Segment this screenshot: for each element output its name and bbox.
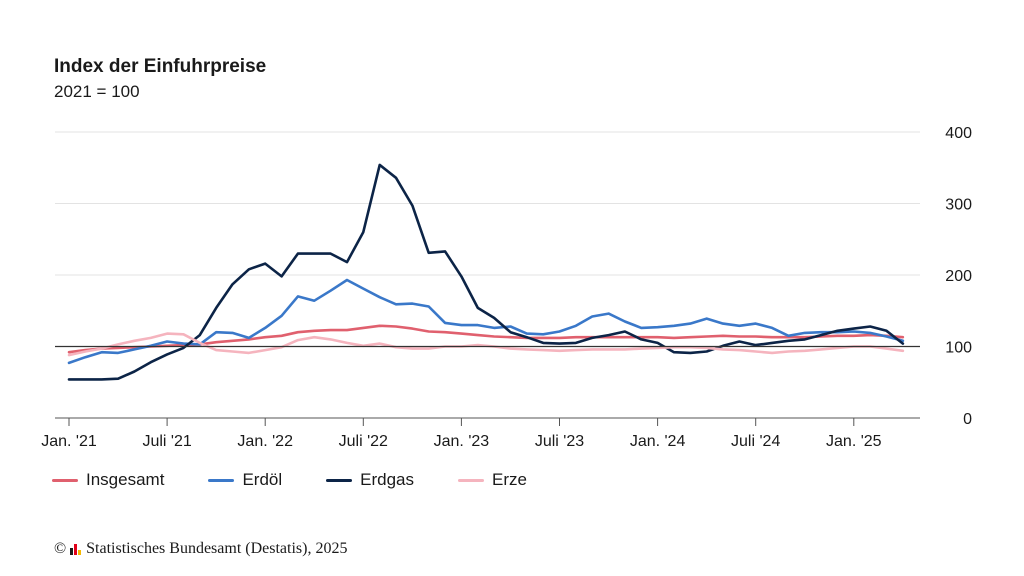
chart-legend: Insgesamt Erdöl Erdgas Erze bbox=[52, 470, 571, 490]
series-line-insgesamt bbox=[67, 324, 905, 354]
y-tick-label: 400 bbox=[945, 125, 972, 142]
axes: 0 100 200 300 400 Jan. '21 Juli '21 Jan. '22 Jul… bbox=[41, 125, 972, 450]
series-line-erdgas bbox=[67, 163, 905, 381]
legend-swatch bbox=[52, 478, 78, 482]
series-line-erdöl bbox=[67, 278, 905, 365]
legend-item: Erdöl bbox=[208, 470, 282, 490]
legend-label: Erdgas bbox=[360, 470, 414, 489]
legend-item: Erze bbox=[458, 470, 527, 490]
destatis-logo-icon bbox=[70, 543, 82, 555]
x-tick-label: Jan. '21 bbox=[41, 433, 97, 450]
grid-lines bbox=[55, 131, 920, 276]
x-tick-label: Juli '22 bbox=[339, 433, 388, 450]
x-tick-label: Juli '21 bbox=[142, 433, 191, 450]
legend-swatch bbox=[208, 478, 235, 482]
x-tick-label: Jan. '25 bbox=[826, 433, 882, 450]
legend-label: Erze bbox=[492, 470, 527, 489]
x-tick-label: Juli '23 bbox=[535, 433, 584, 450]
x-tick-label: Jan. '22 bbox=[237, 433, 293, 450]
y-tick-label: 0 bbox=[963, 411, 972, 428]
legend-label: Insgesamt bbox=[86, 470, 165, 489]
y-tick-label: 200 bbox=[945, 268, 972, 285]
y-tick-label: 300 bbox=[945, 197, 972, 214]
series-lines bbox=[67, 163, 905, 381]
legend-label: Erdöl bbox=[242, 470, 283, 489]
source-footer: © Statistisches Bundesamt (Destatis), 20… bbox=[54, 540, 347, 558]
legend-swatch bbox=[326, 478, 353, 482]
x-tick-label: Jan. '24 bbox=[630, 433, 686, 450]
legend-swatch bbox=[458, 478, 484, 482]
chart-title: Index der Einfuhrpreise bbox=[54, 56, 267, 77]
legend-item: Erdgas bbox=[326, 470, 414, 490]
source-text: Statistisches Bundesamt (Destatis), 2025 bbox=[86, 540, 348, 557]
copyright-symbol: © bbox=[54, 540, 67, 557]
x-tick-label: Juli '24 bbox=[731, 433, 780, 450]
y-tick-label: 100 bbox=[945, 340, 972, 357]
legend-item: Insgesamt bbox=[52, 470, 164, 490]
x-tick-label: Jan. '23 bbox=[434, 433, 490, 450]
chart-subtitle: 2021 = 100 bbox=[54, 82, 140, 101]
